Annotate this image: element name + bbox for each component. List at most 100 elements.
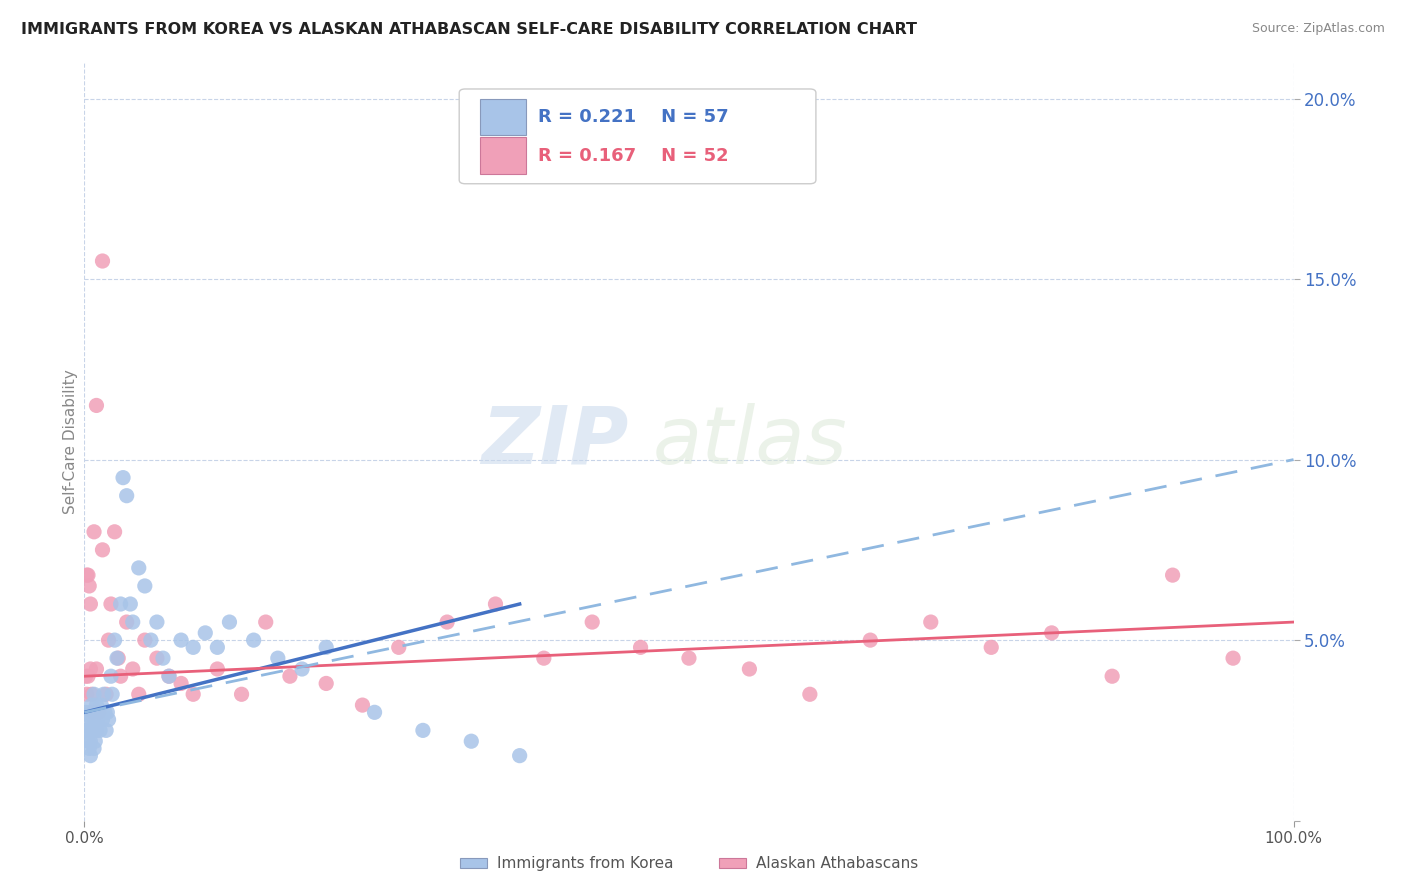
- Point: [86, 698, 108, 712]
- Point: [134, 633, 156, 648]
- Point: [76, 687, 98, 701]
- Point: [76, 723, 98, 738]
- Point: [146, 615, 169, 629]
- Point: [121, 662, 143, 676]
- Point: [77, 734, 100, 748]
- Text: ZIP: ZIP: [481, 402, 628, 481]
- Point: [678, 651, 700, 665]
- Point: [80, 713, 103, 727]
- Point: [86, 399, 108, 413]
- Point: [291, 662, 314, 676]
- Point: [1222, 651, 1244, 665]
- Point: [630, 640, 652, 655]
- Point: [77, 669, 100, 683]
- Point: [231, 687, 253, 701]
- Point: [315, 676, 337, 690]
- Point: [278, 669, 301, 683]
- Point: [91, 542, 114, 557]
- Point: [100, 669, 122, 683]
- FancyBboxPatch shape: [460, 89, 815, 184]
- Point: [94, 723, 117, 738]
- Point: [87, 706, 110, 720]
- Point: [170, 676, 193, 690]
- Point: [110, 597, 132, 611]
- Point: [91, 254, 114, 268]
- Point: [104, 633, 127, 648]
- Point: [207, 640, 229, 655]
- Point: [110, 669, 132, 683]
- Point: [96, 706, 118, 720]
- Point: [84, 734, 107, 748]
- Point: [121, 615, 143, 629]
- Point: [112, 470, 135, 484]
- Point: [86, 662, 108, 676]
- Point: [83, 687, 105, 701]
- Text: R = 0.167    N = 52: R = 0.167 N = 52: [538, 146, 728, 164]
- Point: [97, 633, 120, 648]
- Point: [83, 524, 105, 539]
- Point: [980, 640, 1002, 655]
- Point: [509, 748, 531, 763]
- Point: [115, 615, 138, 629]
- Point: [82, 723, 104, 738]
- Point: [218, 615, 240, 629]
- Text: IMMIGRANTS FROM KOREA VS ALASKAN ATHABASCAN SELF-CARE DISABILITY CORRELATION CHA: IMMIGRANTS FROM KOREA VS ALASKAN ATHABAS…: [21, 22, 917, 37]
- Legend: Immigrants from Korea, Alaskan Athabascans: Immigrants from Korea, Alaskan Athabasca…: [454, 850, 924, 878]
- Point: [84, 713, 107, 727]
- Point: [412, 723, 434, 738]
- Point: [107, 651, 129, 665]
- Point: [80, 687, 103, 701]
- Point: [89, 723, 111, 738]
- Point: [115, 489, 138, 503]
- Point: [86, 713, 108, 727]
- Point: [105, 651, 128, 665]
- Point: [79, 706, 101, 720]
- FancyBboxPatch shape: [479, 137, 526, 174]
- Point: [738, 662, 761, 676]
- Point: [97, 713, 120, 727]
- Point: [128, 687, 150, 701]
- Point: [79, 734, 101, 748]
- Point: [80, 698, 103, 712]
- Point: [152, 651, 174, 665]
- Point: [267, 651, 290, 665]
- Point: [77, 741, 100, 756]
- Point: [194, 626, 217, 640]
- Point: [90, 698, 112, 712]
- Point: [77, 713, 100, 727]
- Point: [82, 706, 104, 720]
- Point: [79, 597, 101, 611]
- Point: [315, 640, 337, 655]
- Point: [75, 706, 97, 720]
- Point: [581, 615, 603, 629]
- Point: [352, 698, 374, 712]
- Point: [181, 687, 204, 701]
- Point: [94, 706, 117, 720]
- Point: [157, 669, 180, 683]
- Point: [1161, 568, 1184, 582]
- Point: [388, 640, 411, 655]
- Point: [79, 748, 101, 763]
- Point: [920, 615, 942, 629]
- FancyBboxPatch shape: [479, 99, 526, 136]
- Point: [859, 633, 882, 648]
- Point: [120, 597, 142, 611]
- Text: Source: ZipAtlas.com: Source: ZipAtlas.com: [1251, 22, 1385, 36]
- Point: [1040, 626, 1063, 640]
- Point: [134, 579, 156, 593]
- Point: [181, 640, 204, 655]
- Y-axis label: Self-Care Disability: Self-Care Disability: [63, 369, 77, 514]
- Point: [170, 633, 193, 648]
- Point: [799, 687, 821, 701]
- Point: [533, 651, 555, 665]
- Point: [484, 597, 506, 611]
- Point: [1101, 669, 1123, 683]
- Point: [157, 669, 180, 683]
- Point: [128, 561, 150, 575]
- Point: [77, 568, 100, 582]
- Point: [242, 633, 264, 648]
- Text: R = 0.221    N = 57: R = 0.221 N = 57: [538, 108, 728, 126]
- Point: [94, 687, 117, 701]
- Point: [254, 615, 277, 629]
- Point: [91, 713, 114, 727]
